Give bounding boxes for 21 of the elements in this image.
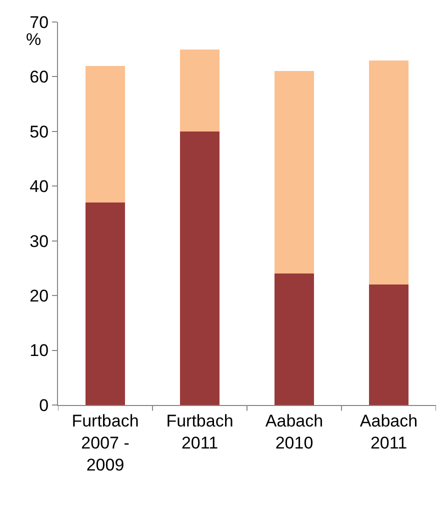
y-tick-label: 30 bbox=[30, 232, 49, 251]
bar bbox=[85, 66, 126, 203]
bar bbox=[274, 71, 314, 274]
y-tick-label: 60 bbox=[30, 68, 49, 87]
x-tick-label: Furtbach 2007 - 2009 bbox=[72, 411, 139, 475]
y-tick-label: 70 bbox=[30, 12, 49, 32]
bar bbox=[180, 131, 220, 405]
bar bbox=[180, 49, 220, 132]
bar bbox=[274, 274, 314, 405]
y-tick-label: 50 bbox=[30, 122, 49, 142]
bar bbox=[368, 60, 409, 285]
bar bbox=[85, 202, 126, 405]
x-tick-label: Aabach 2010 bbox=[265, 411, 324, 452]
x-tick-label: Aabach 2011 bbox=[360, 411, 418, 452]
y-tick-label: 0 bbox=[39, 396, 49, 415]
y-tick-label: 10 bbox=[30, 341, 49, 360]
y-tick-label: 20 bbox=[30, 286, 49, 306]
y-axis-title: % bbox=[26, 30, 42, 49]
bar bbox=[368, 284, 409, 405]
y-tick-label: 40 bbox=[30, 177, 49, 196]
x-tick-label: Furtbach 2011 bbox=[166, 411, 234, 452]
